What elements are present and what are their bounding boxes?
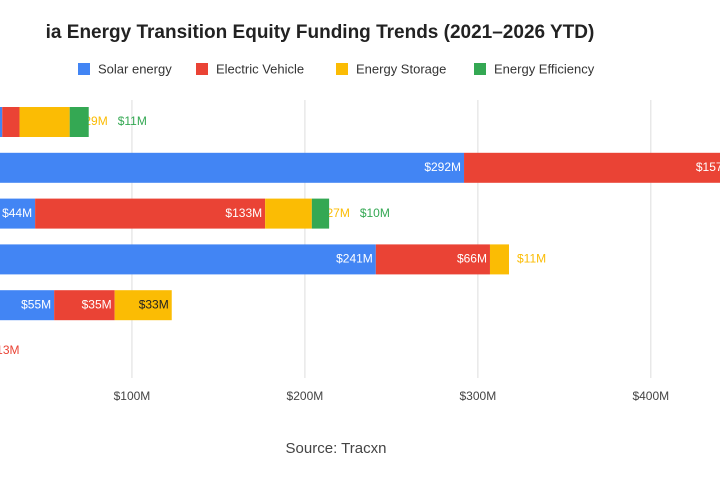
legend-swatch	[196, 63, 208, 75]
bar-segment	[54, 290, 115, 321]
bar-segment	[311, 198, 330, 229]
data-label: $157M	[696, 160, 720, 174]
x-tick-label: $200M	[287, 389, 324, 403]
bar-segment	[0, 198, 36, 229]
legend-label: Electric Vehicle	[216, 61, 304, 76]
legend-swatch	[474, 63, 486, 75]
data-label: $10M	[360, 206, 390, 220]
x-tick-label: $300M	[460, 389, 497, 403]
legend-label: Energy Storage	[356, 61, 446, 76]
data-label: $133M	[225, 206, 262, 220]
legend-swatch	[336, 63, 348, 75]
bar-segment	[0, 244, 376, 275]
x-tick-label: $100M	[114, 389, 151, 403]
bar-segment	[69, 107, 89, 137]
bar-segment	[489, 244, 509, 275]
bar-segment	[464, 152, 720, 183]
bar-segment	[0, 290, 55, 321]
bar-segment	[114, 290, 172, 321]
data-label: $44M	[2, 206, 32, 220]
data-label: $55M	[21, 297, 51, 311]
data-label: $66M	[457, 252, 487, 266]
data-label: $35M	[82, 297, 112, 311]
legend-label: Solar energy	[98, 61, 172, 76]
source-note: Source: Tracxn	[286, 440, 387, 457]
data-label: $11M	[517, 252, 546, 266]
bar-segment	[0, 107, 3, 137]
data-label: $33M	[139, 297, 169, 311]
bar-segment	[2, 107, 20, 137]
bar-segment	[265, 198, 312, 229]
bar-segment	[375, 244, 490, 275]
data-label: $13M	[0, 343, 20, 357]
legend-swatch	[78, 63, 90, 75]
legend-label: Energy Efficiency	[494, 61, 595, 76]
data-label: $11M	[118, 114, 147, 128]
bar-segment	[0, 152, 465, 183]
x-tick-label: $400M	[632, 389, 669, 403]
bar-segment	[19, 107, 70, 137]
data-label: $241M	[336, 252, 373, 266]
data-label: $292M	[424, 160, 461, 174]
chart-title: ia Energy Transition Equity Funding Tren…	[46, 22, 595, 43]
bar-segment	[35, 198, 266, 229]
